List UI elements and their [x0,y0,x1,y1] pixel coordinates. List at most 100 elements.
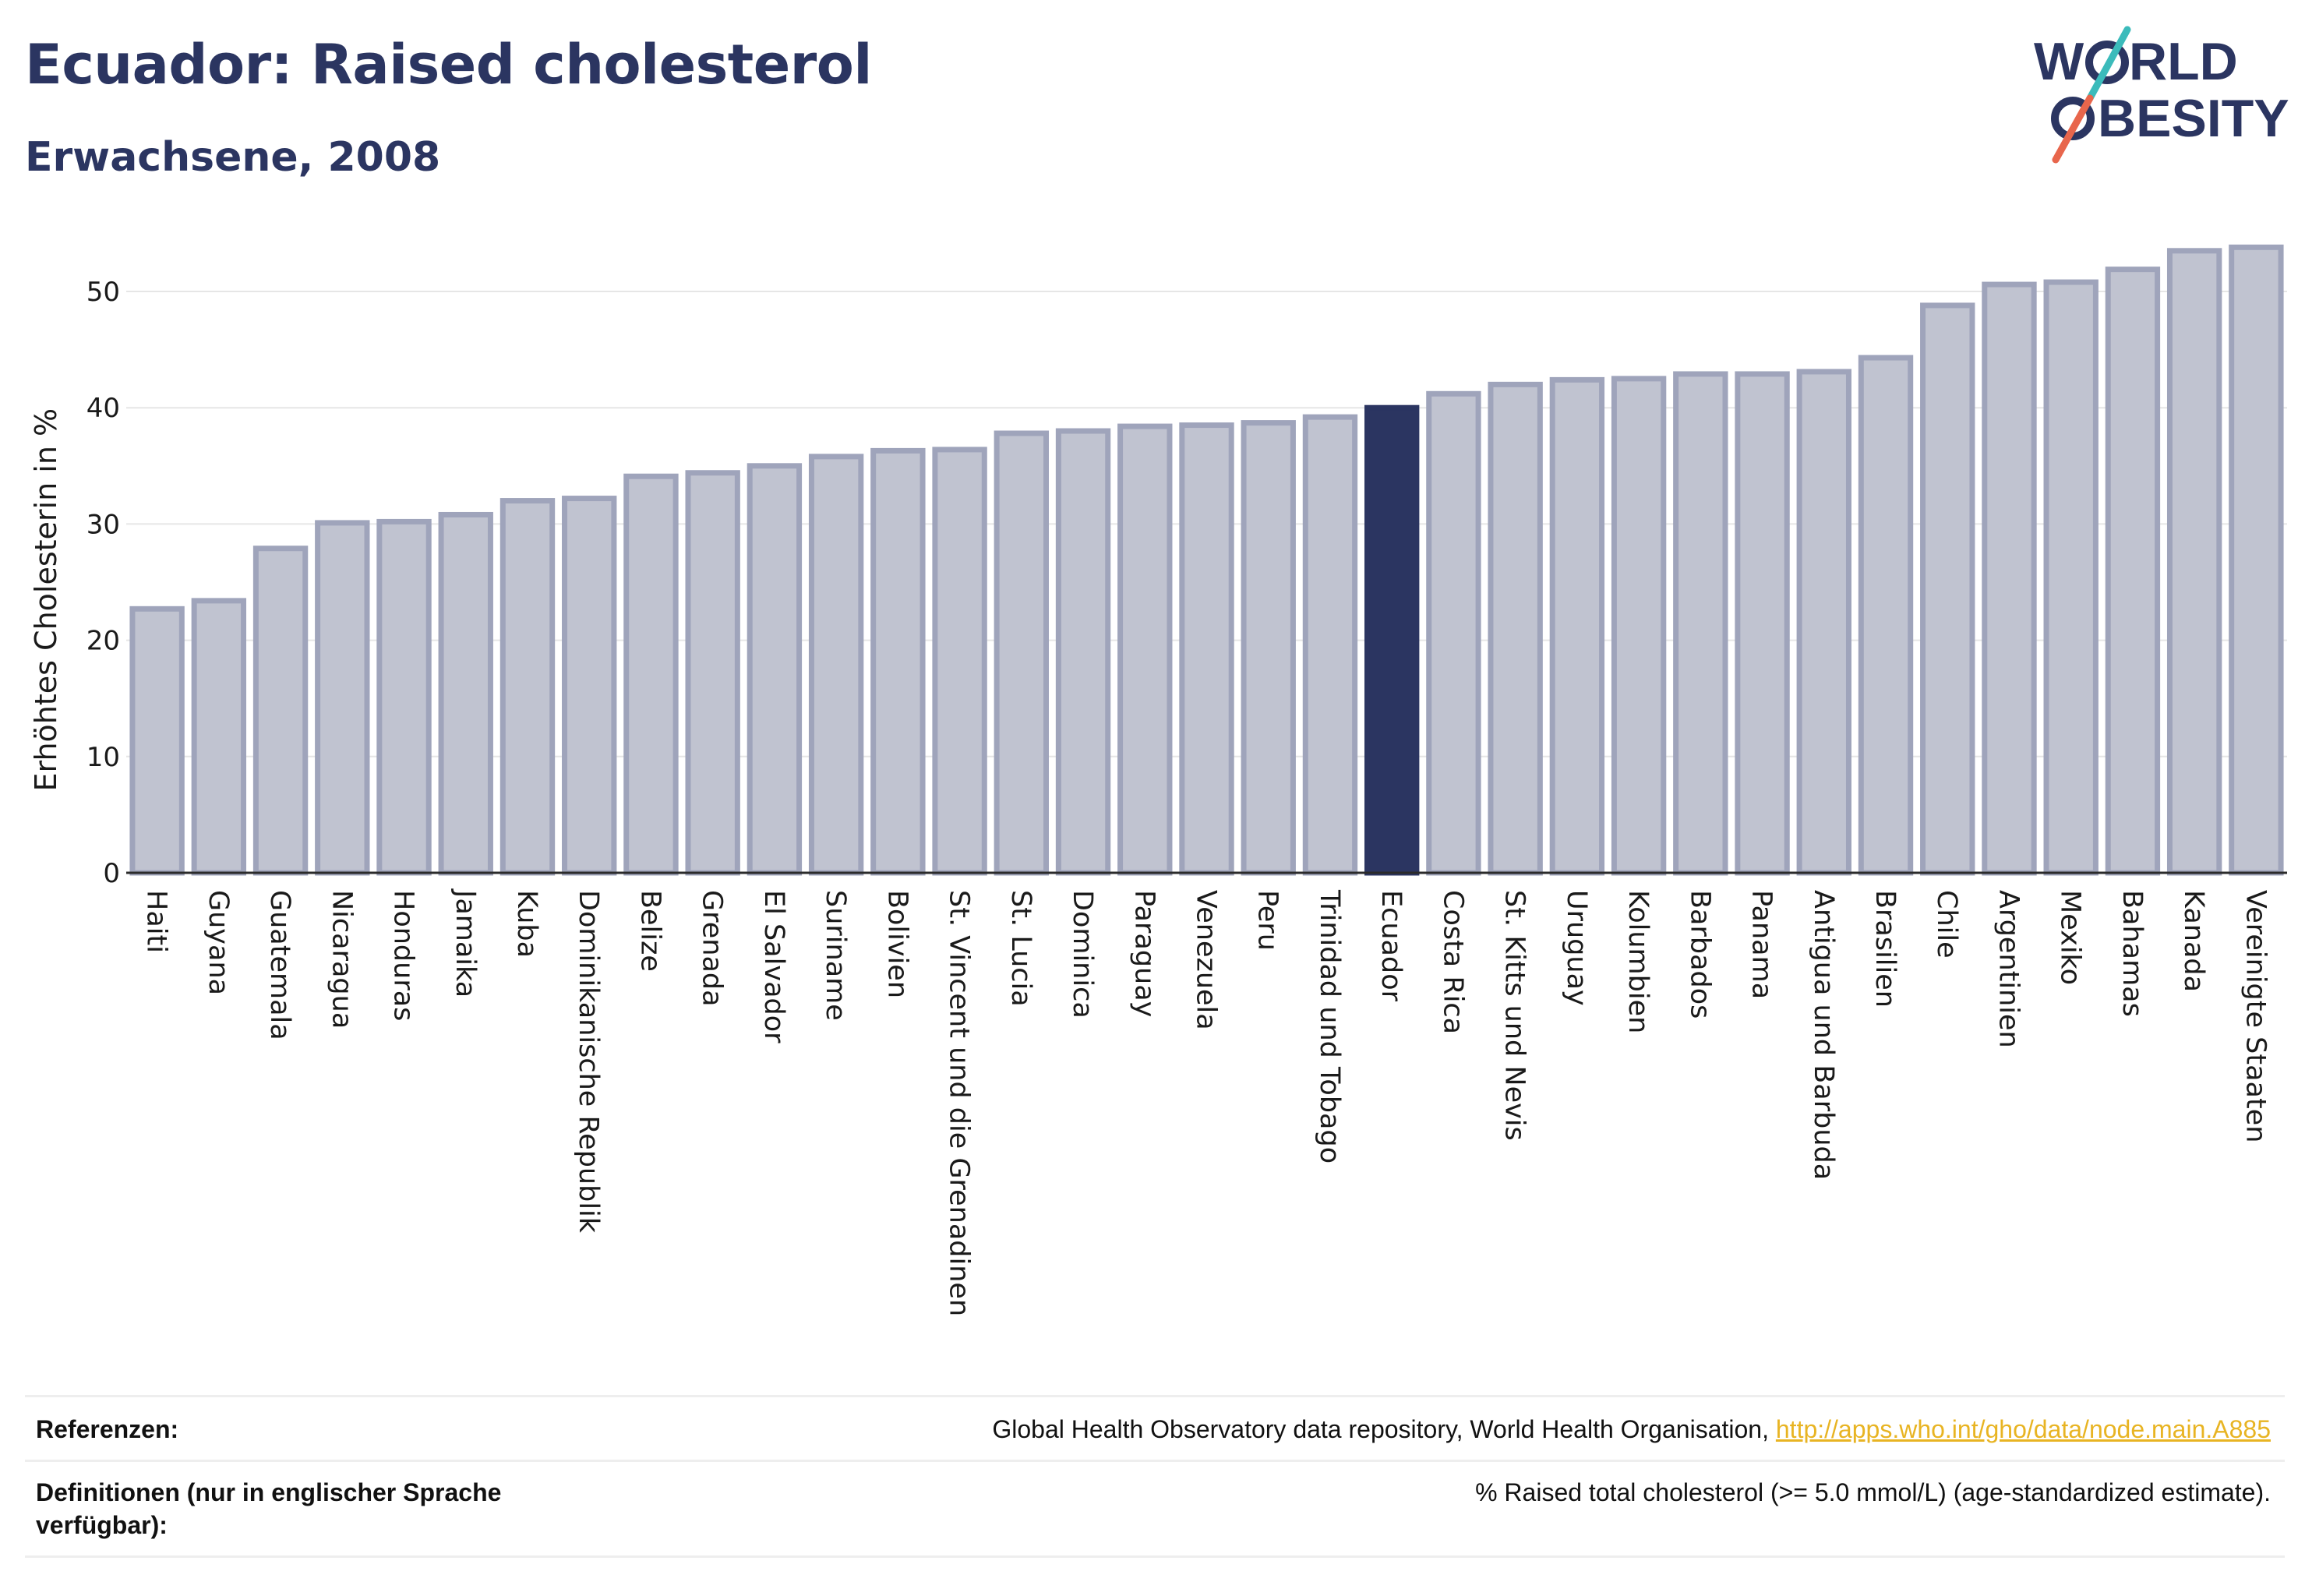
bar-venezuela [1179,422,1234,876]
bar-costa-rica [1426,390,1481,876]
x-tick-label: Mexiko [2055,890,2086,985]
bar-guyana [191,598,247,876]
bar-kolumbien [1611,376,1667,876]
references-label: Referenzen: [36,1415,179,1443]
x-tick-label: Paraguay [1128,890,1160,1017]
x-tick-label: Costa Rica [1437,890,1468,1034]
x-tick-label: Dominikanische Republik [573,890,604,1234]
bar-bahamas [2105,267,2161,876]
bar-el-salvador [747,463,803,876]
references-link[interactable]: http://apps.who.int/gho/data/node.main.A… [1775,1415,2271,1443]
page-subtitle: Erwachsene, 2008 [25,134,441,181]
definitions-row: Definitionen (nur in englischer Sprache … [25,1460,2285,1558]
x-tick-label: Grenada [697,890,728,1007]
bar-antigua-und-barbuda [1796,369,1851,876]
bar-trinidad-und-tobago [1302,414,1358,876]
bar-chile [1920,302,1975,876]
x-tick-label: Guatemala [264,890,295,1040]
footer-table: Referenzen: Global Health Observatory da… [25,1395,2285,1558]
x-tick-label: Panama [1746,890,1777,999]
references-row: Referenzen: Global Health Observatory da… [25,1395,2285,1460]
bar-panama [1735,371,1790,876]
x-tick-label: Guyana [203,890,234,995]
y-tick-label: 40 [86,393,120,424]
bars [129,244,2284,876]
y-tick-labels: 0 10 20 30 40 50 [86,277,120,889]
x-tick-label: Antigua und Barbuda [1808,890,1839,1180]
logo-word-world-a: W [2034,32,2084,91]
x-tick-label: Honduras [388,890,419,1021]
bar-kanada [2166,248,2222,876]
bar-grenada [685,470,740,876]
x-tick-label: Bolivien [881,890,912,998]
bar-haiti [129,606,185,876]
x-tick-label: Jamaika [450,888,481,998]
bar-belize [623,473,679,876]
y-axis-title: Erhöhtes Cholesterin in % [29,408,63,792]
x-tick-label: Belize [634,890,665,972]
x-tick-label: El Salvador [758,890,789,1043]
logo-o-ring-2 [2051,97,2095,140]
world-obesity-logo: W RLD BESITY [2034,26,2289,164]
bar-st-lucia [994,430,1050,876]
y-tick-label: 10 [86,742,120,773]
x-tick-label: Kuba [511,890,542,958]
bar-mexiko [2043,279,2099,876]
definitions-label: Definitionen (nur in englischer Sprache … [36,1478,502,1539]
x-tick-label: Uruguay [1561,890,1592,1006]
bar-dominica [1055,428,1111,876]
x-tick-labels: Haiti Guyana Guatemala Nicaragua Honduras Jam… [141,888,2271,1316]
bar-uruguay [1549,376,1605,876]
y-tick-label: 30 [86,509,120,540]
x-tick-label: St. Kitts und Nevis [1499,890,1530,1141]
page-title: Ecuador: Raised cholesterol [25,33,872,97]
references-value: Global Health Observatory data repositor… [992,1413,2271,1446]
definitions-value: % Raised total cholesterol (>= 5.0 mmol/… [1475,1478,2271,1506]
x-tick-label: Nicaragua [326,890,357,1029]
x-tick-label: Chile [1931,890,1962,959]
x-tick-label: Venezuela [1191,890,1222,1030]
bar-ecuador [1364,404,1420,876]
x-tick-label: Dominica [1067,890,1098,1019]
logo-o-ring [2085,41,2129,84]
bar-chart: 0 10 20 30 40 50 Haiti Guyana Guatemala Nicaragu… [29,244,2287,1316]
x-tick-label: Haiti [141,890,172,953]
logo-word-obesity: BESITY [2098,89,2289,148]
logo-slash-bottom [2052,94,2094,164]
bar-bolivien [870,447,926,876]
y-tick-label: 50 [86,277,120,308]
y-tick-label: 20 [86,626,120,657]
bar-peru [1241,420,1296,876]
bar-nicaragua [315,520,370,876]
bar-suriname [808,454,864,876]
bar-st-kitts-und-nevis [1488,381,1543,876]
bar-dominikanische-republik [562,496,617,876]
x-tick-label: St. Vincent und die Grenadinen [944,890,975,1316]
x-tick-label: Kanada [2178,890,2209,992]
bar-guatemala [252,546,309,876]
x-tick-label: Vereinigte Staaten [2240,890,2271,1142]
bar-honduras [376,518,432,876]
x-tick-label: St. Lucia [1005,890,1036,1007]
bar-brasilien [1858,355,1914,876]
x-tick-label: Peru [1252,890,1283,951]
bar-paraguay [1117,423,1173,876]
bar-vereinigte-staaten [2229,244,2284,876]
logo-word-world-b: RLD [2129,32,2238,91]
x-tick-label: Bahamas [2116,890,2148,1017]
x-tick-label: Suriname [820,890,851,1021]
x-tick-label: Kolumbien [1622,890,1654,1033]
bar-argentinien [1982,281,2037,876]
x-tick-label: Trinidad und Tobago [1314,889,1345,1163]
bar-st-vincent-und-die-grenadinen [932,447,987,876]
x-tick-label: Barbados [1684,890,1715,1019]
x-tick-label: Brasilien [1869,890,1901,1008]
bar-jamaika [438,511,493,876]
bar-barbados [1673,371,1728,876]
x-tick-label: Argentinien [1993,890,2024,1048]
y-tick-label: 0 [103,858,120,889]
bar-kuba [499,498,556,876]
x-tick-label: Ecuador [1375,890,1407,1002]
references-text: Global Health Observatory data repositor… [992,1415,1776,1443]
logo-slash-top [2086,26,2131,102]
